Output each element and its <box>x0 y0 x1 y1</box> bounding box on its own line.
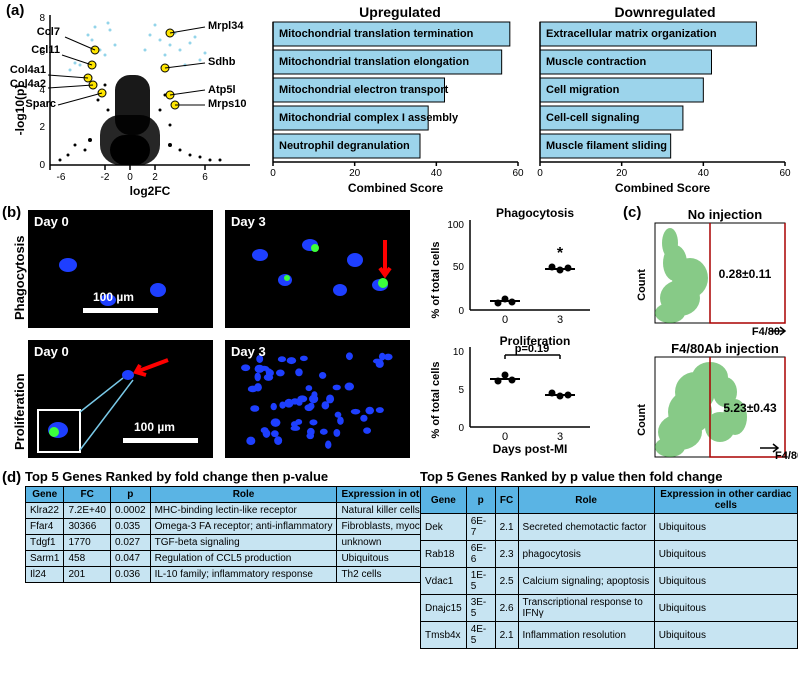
svg-text:3: 3 <box>557 314 563 326</box>
svg-text:Neutrophil degranulation: Neutrophil degranulation <box>279 140 410 152</box>
sig-star: * <box>557 245 564 262</box>
phago-day3-img: Day 3 <box>225 210 410 328</box>
svg-text:Muscle contraction: Muscle contraction <box>546 56 647 68</box>
panel-b-label: (b) <box>2 204 21 221</box>
phago-day0-img: Day 0 100 µm <box>28 210 213 328</box>
svg-text:0: 0 <box>537 168 543 179</box>
svg-text:40: 40 <box>431 168 443 179</box>
gene-sdhb: Sdhb <box>208 56 236 68</box>
barcharts: Upregulated Mitochondrial translation te… <box>265 2 795 197</box>
volcano-ylabel: -log10(p) <box>13 85 27 136</box>
svg-text:Mitochondrial complex I assemb: Mitochondrial complex I assembly <box>279 112 459 124</box>
phago-mini-title: Phagocytosis <box>496 206 574 220</box>
prolif-day3-img: Day 3 <box>225 340 410 458</box>
svg-text:5: 5 <box>458 385 464 396</box>
svg-text:50: 50 <box>453 262 465 273</box>
arrow-icon <box>136 360 168 375</box>
svg-text:Count: Count <box>636 269 648 301</box>
svg-text:Combined Score: Combined Score <box>348 181 444 195</box>
svg-text:Extracellular matrix organizat: Extracellular matrix organization <box>546 28 717 40</box>
panel-d-label: (d) <box>2 469 21 486</box>
prolif-side-label: Proliferation <box>12 373 27 450</box>
svg-text:F4/80: F4/80 <box>752 326 780 338</box>
inj-val: 5.23±0.43 <box>723 401 777 415</box>
prolif-day0-img: Day 0 100 µm <box>28 340 213 458</box>
svg-text:0: 0 <box>39 160 45 171</box>
gene-mrps10: Mrps10 <box>208 98 247 110</box>
svg-text:10: 10 <box>453 347 465 358</box>
svg-text:2: 2 <box>152 172 158 183</box>
svg-text:6: 6 <box>202 172 208 183</box>
arrow-icon <box>380 240 390 275</box>
svg-text:0: 0 <box>270 168 276 179</box>
svg-text:8: 8 <box>39 13 45 24</box>
svg-text:0: 0 <box>458 423 464 434</box>
pvalue: p=0.19 <box>515 343 550 355</box>
flow-plots: No injection 0.28±0.11 Count F4/80 F4/80… <box>630 205 798 465</box>
svg-text:20: 20 <box>616 168 628 179</box>
noinj-title: No injection <box>688 207 762 222</box>
svg-text:Cell-cell signaling: Cell-cell signaling <box>546 112 640 124</box>
svg-text:0: 0 <box>502 314 508 326</box>
phago-side-label: Phagocytosis <box>12 235 27 320</box>
gene-atp5l: Atp5l <box>208 84 236 96</box>
mini-plots: Phagocytosis 0 50 100 0 3 * % of total c… <box>425 205 620 460</box>
table2-wrap: Top 5 Genes Ranked by p value then fold … <box>420 469 798 649</box>
table2: GenepFCRoleExpression in other cardiac c… <box>420 486 798 649</box>
volcano-plot: -6 -2 0 2 6 0 2 4 6 8 <box>8 5 263 200</box>
svg-text:2: 2 <box>39 122 45 133</box>
svg-text:-6: -6 <box>57 172 66 183</box>
gene-ccl11: Ccl11 <box>31 44 60 56</box>
noinj-val: 0.28±0.11 <box>719 267 772 281</box>
svg-text:Mitochondrial translation term: Mitochondrial translation termination <box>279 28 474 40</box>
svg-text:20: 20 <box>349 168 361 179</box>
down-title: Downregulated <box>614 4 715 20</box>
svg-text:60: 60 <box>512 168 524 179</box>
svg-text:0: 0 <box>127 172 133 183</box>
phago-ylabel: % of total cells <box>430 241 442 318</box>
svg-text:Cell migration: Cell migration <box>546 84 620 96</box>
gene-sparc: Sparc <box>25 98 56 110</box>
svg-text:Mitochondrial translation elon: Mitochondrial translation elongation <box>279 56 469 68</box>
mini-xlabel: Days post-MI <box>493 442 568 456</box>
svg-text:Muscle filament sliding: Muscle filament sliding <box>546 140 667 152</box>
gene-ccl7: Ccl7 <box>37 26 60 38</box>
table2-title: Top 5 Genes Ranked by p value then fold … <box>420 469 798 484</box>
svg-text:60: 60 <box>779 168 791 179</box>
gene-mrpl34: Mrpl34 <box>208 20 244 32</box>
svg-text:0: 0 <box>458 306 464 317</box>
svg-text:Mitochondrial electron transpo: Mitochondrial electron transport <box>279 84 449 96</box>
svg-text:-2: -2 <box>101 172 110 183</box>
svg-text:Combined Score: Combined Score <box>615 181 711 195</box>
gene-col4a1: Col4a1 <box>10 64 46 76</box>
up-title: Upregulated <box>359 4 441 20</box>
svg-text:40: 40 <box>698 168 710 179</box>
prolif-ylabel: % of total cells <box>430 361 442 438</box>
svg-text:100: 100 <box>447 220 464 231</box>
svg-text:Count: Count <box>636 404 648 436</box>
inj-title: F4/80Ab injection <box>671 341 779 356</box>
volcano-xlabel: log2FC <box>130 184 171 198</box>
